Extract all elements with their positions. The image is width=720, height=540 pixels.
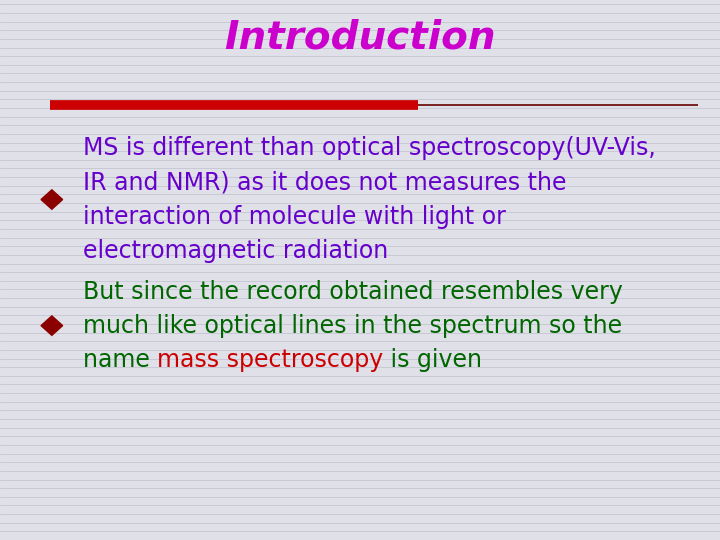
Polygon shape [41, 190, 63, 210]
Text: But since the record obtained resembles very: But since the record obtained resembles … [83, 280, 623, 303]
Text: electromagnetic radiation: electromagnetic radiation [83, 239, 388, 262]
Text: is given: is given [384, 348, 482, 372]
Text: interaction of molecule with light or: interaction of molecule with light or [83, 205, 505, 228]
Text: mass spectroscopy: mass spectroscopy [157, 348, 384, 372]
Text: Introduction: Introduction [224, 19, 496, 57]
Text: IR and NMR) as it does not measures the: IR and NMR) as it does not measures the [83, 171, 567, 194]
Text: name: name [83, 348, 157, 372]
Text: MS is different than optical spectroscopy(UV-Vis,: MS is different than optical spectroscop… [83, 137, 655, 160]
Text: much like optical lines in the spectrum so the: much like optical lines in the spectrum … [83, 314, 622, 338]
Polygon shape [41, 316, 63, 335]
